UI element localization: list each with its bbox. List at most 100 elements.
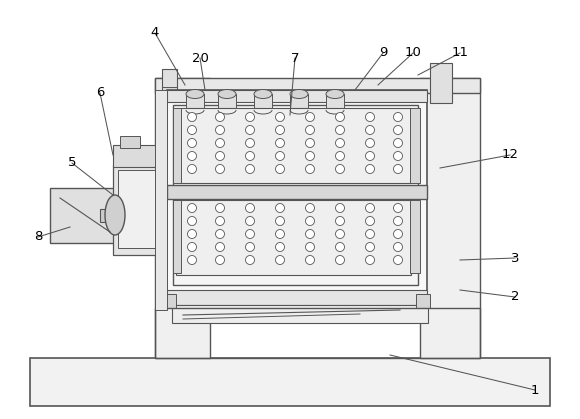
- Circle shape: [216, 217, 224, 225]
- Circle shape: [276, 230, 285, 238]
- Bar: [162, 87, 177, 95]
- Circle shape: [245, 152, 255, 160]
- Circle shape: [216, 152, 224, 160]
- Text: 20: 20: [191, 52, 208, 65]
- Circle shape: [365, 165, 375, 173]
- Circle shape: [216, 126, 224, 134]
- Circle shape: [187, 112, 197, 122]
- Ellipse shape: [326, 90, 344, 98]
- Text: 4: 4: [151, 26, 159, 39]
- Bar: [430, 63, 452, 103]
- Circle shape: [393, 204, 403, 212]
- Text: 11: 11: [451, 47, 469, 59]
- Text: 5: 5: [68, 157, 76, 170]
- Bar: [155, 78, 210, 358]
- Bar: [155, 78, 480, 93]
- Bar: [167, 290, 427, 305]
- Bar: [155, 90, 167, 310]
- Circle shape: [276, 256, 285, 264]
- Text: 12: 12: [502, 148, 519, 161]
- Circle shape: [365, 217, 375, 225]
- Bar: [50, 188, 115, 243]
- Bar: [113, 145, 163, 167]
- Bar: [416, 294, 430, 308]
- Text: 6: 6: [96, 86, 104, 99]
- Text: 9: 9: [379, 47, 387, 59]
- Circle shape: [245, 217, 255, 225]
- Bar: [218, 94, 236, 110]
- Circle shape: [393, 112, 403, 122]
- Circle shape: [335, 217, 345, 225]
- Circle shape: [306, 139, 314, 147]
- Circle shape: [245, 230, 255, 238]
- Circle shape: [245, 139, 255, 147]
- Circle shape: [393, 126, 403, 134]
- Bar: [167, 90, 427, 305]
- Text: 1: 1: [531, 383, 539, 396]
- Circle shape: [335, 243, 345, 251]
- Circle shape: [187, 139, 197, 147]
- Circle shape: [245, 204, 255, 212]
- Circle shape: [335, 112, 345, 122]
- Circle shape: [216, 243, 224, 251]
- Bar: [410, 200, 420, 273]
- Circle shape: [365, 152, 375, 160]
- Bar: [162, 69, 177, 99]
- Circle shape: [306, 152, 314, 160]
- Ellipse shape: [105, 195, 125, 235]
- Circle shape: [216, 139, 224, 147]
- Bar: [173, 108, 181, 183]
- Bar: [100, 209, 158, 222]
- Circle shape: [187, 152, 197, 160]
- Circle shape: [365, 139, 375, 147]
- Circle shape: [393, 152, 403, 160]
- Circle shape: [245, 165, 255, 173]
- Ellipse shape: [186, 90, 204, 98]
- Bar: [30, 358, 550, 406]
- Circle shape: [187, 256, 197, 264]
- Text: 7: 7: [291, 52, 299, 65]
- Circle shape: [365, 112, 375, 122]
- Circle shape: [187, 126, 197, 134]
- Circle shape: [365, 256, 375, 264]
- Circle shape: [187, 204, 197, 212]
- Circle shape: [306, 230, 314, 238]
- Circle shape: [306, 243, 314, 251]
- Circle shape: [187, 230, 197, 238]
- Bar: [254, 94, 272, 110]
- Ellipse shape: [218, 90, 236, 98]
- Circle shape: [393, 217, 403, 225]
- Circle shape: [393, 230, 403, 238]
- Circle shape: [335, 126, 345, 134]
- Circle shape: [187, 217, 197, 225]
- Circle shape: [276, 165, 285, 173]
- Circle shape: [187, 243, 197, 251]
- Circle shape: [306, 165, 314, 173]
- Circle shape: [245, 243, 255, 251]
- Circle shape: [393, 256, 403, 264]
- Text: 8: 8: [34, 230, 42, 243]
- Bar: [186, 94, 204, 110]
- Bar: [162, 294, 176, 308]
- Bar: [167, 90, 427, 102]
- Circle shape: [335, 152, 345, 160]
- Circle shape: [306, 256, 314, 264]
- Bar: [410, 108, 420, 183]
- Circle shape: [306, 126, 314, 134]
- Bar: [113, 165, 163, 255]
- Circle shape: [276, 204, 285, 212]
- Circle shape: [393, 139, 403, 147]
- Bar: [167, 185, 427, 199]
- Circle shape: [187, 165, 197, 173]
- Circle shape: [335, 139, 345, 147]
- Circle shape: [245, 112, 255, 122]
- Circle shape: [335, 204, 345, 212]
- Circle shape: [393, 165, 403, 173]
- Circle shape: [276, 126, 285, 134]
- Ellipse shape: [290, 90, 308, 98]
- Circle shape: [365, 230, 375, 238]
- Ellipse shape: [254, 90, 272, 98]
- Bar: [172, 305, 428, 323]
- Circle shape: [276, 139, 285, 147]
- Circle shape: [216, 256, 224, 264]
